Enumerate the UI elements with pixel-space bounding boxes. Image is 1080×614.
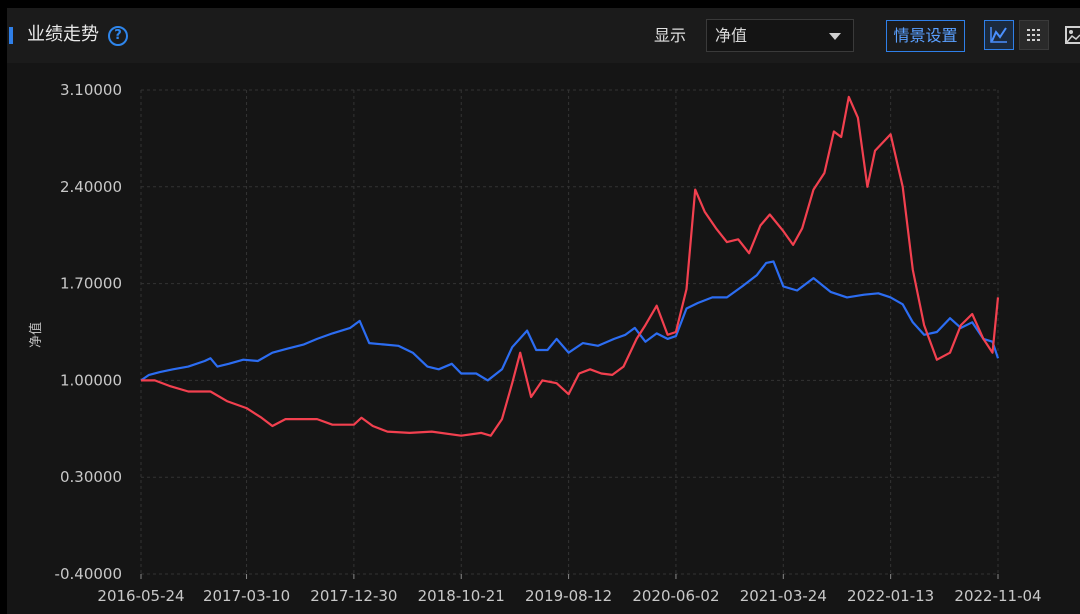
x-tick-label: 2017-12-30 xyxy=(310,587,397,605)
scenario-settings-button[interactable]: 情景设置 xyxy=(886,20,965,52)
x-tick-label: 2016-05-24 xyxy=(97,587,184,605)
table-view-button[interactable] xyxy=(1019,20,1049,50)
series-line-1 xyxy=(140,260,1000,382)
y-tick-label: 2.40000 xyxy=(60,178,122,196)
y-axis-label: 净值 xyxy=(28,322,44,348)
x-tick-label: 2018-10-21 xyxy=(418,587,505,605)
y-tick-label: 1.00000 xyxy=(60,371,122,389)
display-select[interactable]: 净值 xyxy=(706,19,854,52)
y-tick-labels: 3.10000 2.40000 1.70000 1.00000 0.30000 -0.40… xyxy=(55,81,122,583)
x-tick-label: 2021-03-24 xyxy=(740,587,827,605)
x-gridlines xyxy=(140,90,999,579)
grid-icon xyxy=(1027,29,1040,41)
y-gridlines xyxy=(141,89,998,575)
series-line-2 xyxy=(141,95,1000,437)
line-chart-icon xyxy=(990,27,1007,43)
y-tick-label: 0.30000 xyxy=(60,468,122,486)
export-image-button[interactable] xyxy=(1065,20,1080,50)
x-tick-label: 2019-08-12 xyxy=(525,587,612,605)
line-chart-view-button[interactable] xyxy=(984,20,1014,50)
x-tick-label: 2017-03-10 xyxy=(203,587,290,605)
chart-panel xyxy=(7,8,1080,614)
y-tick-label: -0.40000 xyxy=(55,565,122,583)
image-icon xyxy=(1065,26,1080,44)
display-select-value: 净值 xyxy=(715,26,748,45)
x-tick-labels: 2016-05-24 2017-03-10 2017-12-30 2018-10-21… xyxy=(97,587,1041,605)
chart-header xyxy=(7,8,1080,63)
x-tick-label: 2022-11-04 xyxy=(954,587,1041,605)
y-tick-label: 3.10000 xyxy=(60,81,122,99)
panel-title: 业绩走势 xyxy=(27,24,99,45)
y-tick-label: 1.70000 xyxy=(60,275,122,293)
x-tick-label: 2020-06-02 xyxy=(632,587,719,605)
series-lines xyxy=(140,95,1000,437)
chevron-down-icon xyxy=(829,33,841,40)
title-accent-bar xyxy=(9,27,13,44)
help-icon[interactable]: ? xyxy=(108,26,128,46)
display-label: 显示 xyxy=(654,26,687,45)
x-tick-label: 2022-01-13 xyxy=(847,587,934,605)
